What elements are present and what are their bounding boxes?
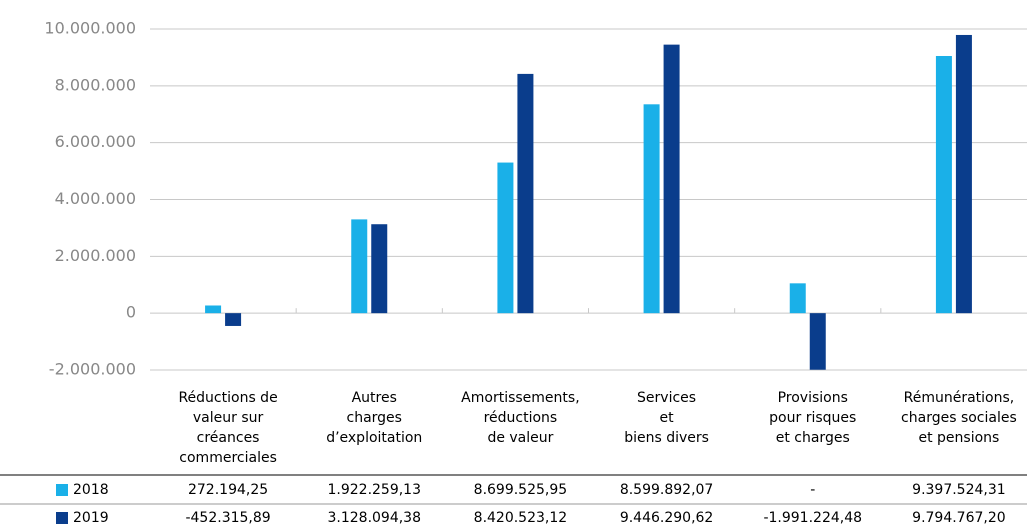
- x-tick-label: Amortissements, réductions de valeur: [461, 390, 579, 446]
- bar: [517, 73, 534, 314]
- bar: [935, 55, 952, 314]
- bar: [205, 305, 222, 314]
- x-tick-label-line: et charges: [776, 430, 850, 446]
- x-tick-label-line: créances: [197, 430, 260, 446]
- legend-label: 2019: [73, 510, 109, 526]
- bar: [955, 34, 972, 314]
- x-tick-label-line: Réductions de: [178, 390, 277, 406]
- y-tick-label: 0: [126, 303, 136, 322]
- x-tick-label-line: charges: [347, 410, 402, 426]
- x-tick-label-line: et pensions: [918, 430, 999, 446]
- y-tick-label: 8.000.000: [55, 75, 136, 94]
- table-cell: 8.599.892,07: [620, 482, 714, 498]
- legend-swatch: [56, 484, 68, 496]
- x-tick-label-line: pour risques: [769, 410, 856, 426]
- x-tick-label-line: Amortissements,: [461, 390, 579, 406]
- x-tick-label-line: et: [660, 410, 675, 426]
- bar: [809, 313, 826, 370]
- x-tick-label: Services et biens divers: [624, 390, 709, 446]
- y-tick-label: 4.000.000: [55, 189, 136, 208]
- y-tick-label: -2.000.000: [49, 360, 136, 379]
- bar: [497, 162, 514, 314]
- x-tick-label: Autres charges d’exploitation: [326, 390, 422, 446]
- bar: [371, 224, 388, 314]
- bar: [789, 283, 806, 314]
- x-tick-label-line: Rémunérations,: [904, 390, 1015, 406]
- table-cell: -: [810, 482, 815, 498]
- table-cell: 3.128.094,38: [327, 510, 421, 526]
- bar: [351, 219, 368, 314]
- table-cell: 272.194,25: [188, 482, 268, 498]
- x-tick-label: Provisions pour risques et charges: [769, 390, 856, 446]
- bar: [225, 313, 242, 326]
- x-tick-label-line: Autres: [352, 390, 397, 406]
- legend-label: 2018: [73, 482, 109, 498]
- table-cell: 1.922.259,13: [327, 482, 421, 498]
- table-cell: 9.446.290,62: [620, 510, 714, 526]
- x-tick-label-line: Provisions: [778, 390, 848, 406]
- x-tick-label-line: réductions: [484, 410, 558, 426]
- x-tick-label: Réductions de valeur sur créances commercia…: [178, 390, 277, 466]
- x-tick-label-line: biens divers: [624, 430, 709, 446]
- table-cell: 8.699.525,95: [474, 482, 568, 498]
- x-tick-label-line: d’exploitation: [326, 430, 422, 446]
- x-tick-label-line: Services: [637, 390, 696, 406]
- x-tick-label-line: de valeur: [487, 430, 553, 446]
- bar: [663, 44, 680, 314]
- table-cell: -452.315,89: [185, 510, 270, 526]
- legend-swatch: [56, 512, 68, 524]
- y-tick-label: 10.000.000: [44, 19, 136, 38]
- x-tick-label-line: charges sociales: [901, 410, 1017, 426]
- x-tick-label-line: valeur sur: [193, 410, 264, 426]
- table-cell: 9.397.524,31: [912, 482, 1006, 498]
- x-tick-label: Rémunérations, charges sociales et pension…: [901, 390, 1017, 446]
- table-cell: 8.420.523,12: [474, 510, 568, 526]
- bar: [643, 104, 660, 314]
- y-tick-label: 6.000.000: [55, 132, 136, 151]
- table-cell: 9.794.767,20: [912, 510, 1006, 526]
- x-tick-label-line: commerciales: [179, 450, 277, 466]
- y-tick-label: 2.000.000: [55, 246, 136, 265]
- table-cell: -1.991.224,48: [763, 510, 862, 526]
